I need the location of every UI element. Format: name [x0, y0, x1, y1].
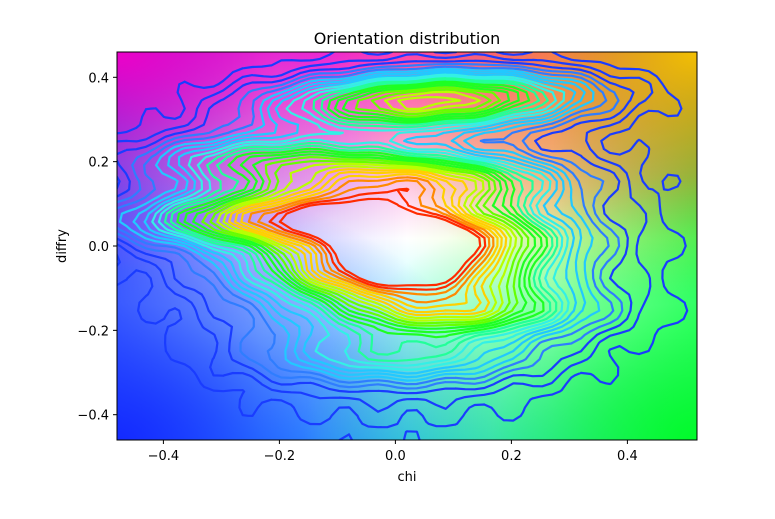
x-tick-label: 0.4 [617, 449, 638, 464]
contour-level-line [183, 82, 543, 334]
contour-level-line [247, 176, 495, 304]
x-tick-label: 0.0 [385, 449, 406, 464]
contour-level-line [240, 173, 499, 309]
contour-lines [117, 52, 689, 440]
y-tick-label: −0.2 [77, 324, 109, 339]
contour-level-line [201, 86, 530, 327]
contour-level-line [163, 77, 559, 362]
contour-level-line [228, 168, 508, 317]
contour-level-line [117, 62, 624, 390]
contour-level-line [268, 187, 487, 291]
contour-level-line [278, 197, 482, 287]
y-tick-label: 0.2 [88, 156, 109, 171]
x-axis-ticks: −0.4 −0.2 0.0 0.2 0.4 [148, 440, 638, 464]
contour-level-line [132, 69, 587, 379]
x-tick-label: 0.2 [501, 449, 522, 464]
y-tick-label: −0.4 [77, 409, 109, 424]
contour-level-line [151, 73, 570, 371]
contour-level-line [192, 84, 537, 330]
contour-level-line [143, 71, 577, 375]
contour-level-line [176, 80, 549, 339]
contour-level-line [209, 88, 523, 325]
contour-level-line [117, 52, 689, 440]
y-axis-ticks: −0.4 −0.2 0.0 0.2 0.4 [77, 71, 117, 424]
y-tick-label: 0.4 [88, 71, 109, 86]
contour-level-line [169, 78, 554, 356]
x-tick-label: −0.4 [148, 449, 180, 464]
contour-level-line [117, 52, 654, 413]
contour-level-line [117, 59, 635, 395]
contour-level-line [216, 90, 518, 322]
y-axis-label: diffry [55, 229, 70, 263]
contour-level-line [234, 170, 503, 314]
x-tick-label: −0.2 [264, 449, 296, 464]
x-axis-label: chi [398, 470, 417, 485]
contour-level-line [117, 65, 615, 386]
chart-title: Orientation distribution [314, 29, 501, 48]
contour-level-line [257, 179, 491, 296]
y-tick-label: 0.0 [88, 240, 109, 255]
contour-level-line [118, 67, 601, 382]
contour-level-line [222, 96, 512, 320]
contour-level-line [157, 75, 564, 367]
